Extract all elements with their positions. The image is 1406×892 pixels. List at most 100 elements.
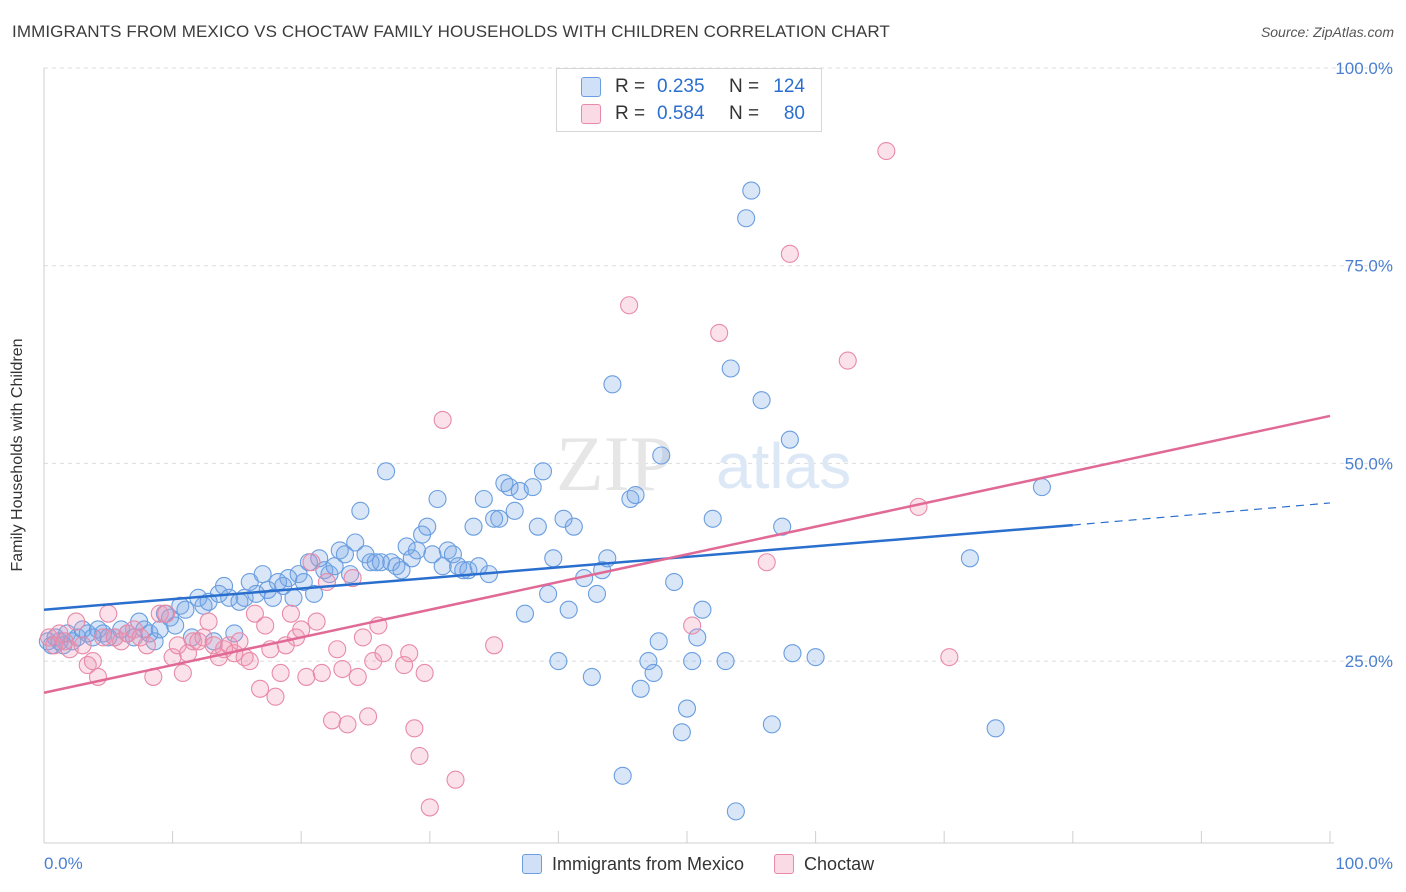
trend-line — [43, 523, 1073, 611]
data-point — [307, 612, 326, 631]
data-point — [806, 648, 825, 667]
data-point — [284, 588, 303, 607]
data-point — [400, 644, 419, 663]
data-point — [150, 604, 169, 623]
y-tick-labels: 25.0% 50.0% 75.0% 100.0% — [1335, 59, 1393, 671]
data-point — [366, 553, 385, 572]
legend-swatch-blue — [581, 77, 601, 97]
data-point — [783, 644, 802, 663]
data-point — [271, 663, 290, 683]
data-point — [204, 636, 223, 655]
x-tick-label-right: 100.0% — [1335, 854, 1393, 873]
data-point — [485, 636, 504, 655]
data-point — [137, 636, 156, 655]
data-point — [245, 604, 264, 623]
data-point — [428, 489, 447, 509]
data-point — [397, 537, 416, 556]
data-point — [603, 375, 622, 394]
watermark: ZIP atlas — [556, 420, 851, 507]
data-point — [683, 616, 702, 635]
data-point — [726, 802, 745, 821]
data-point — [328, 640, 347, 659]
legend-label: Choctaw — [804, 853, 875, 874]
data-point — [346, 533, 365, 552]
series-legend: Immigrants from Mexico Choctaw — [522, 850, 874, 878]
y-tick-label: 50.0% — [1345, 454, 1393, 473]
data-point — [877, 141, 896, 161]
data-point — [762, 715, 781, 734]
data-point — [703, 509, 722, 528]
data-point — [297, 667, 316, 686]
watermark-zip: ZIP — [556, 420, 673, 507]
data-point — [73, 636, 92, 655]
data-point — [83, 652, 102, 671]
y-tick-label: 75.0% — [1345, 257, 1393, 276]
legend-n-value: 80 — [783, 103, 805, 124]
data-point — [564, 517, 583, 536]
x-ticks — [43, 831, 1331, 843]
legend-swatch-pink — [581, 104, 601, 124]
data-point — [173, 663, 192, 683]
data-point — [266, 687, 285, 706]
data-point — [838, 351, 857, 370]
data-point — [559, 600, 578, 619]
data-point — [353, 628, 372, 647]
data-point — [693, 600, 712, 619]
axes — [43, 68, 1334, 844]
data-point — [294, 572, 313, 592]
x-tick-label-left: 0.0% — [44, 854, 83, 873]
data-point — [474, 489, 493, 509]
data-point — [281, 604, 300, 623]
data-point — [67, 612, 86, 631]
series-choctaw — [40, 141, 959, 817]
data-point — [721, 359, 740, 378]
legend-row-pink: R = 0.584 N = 80 — [581, 102, 805, 126]
data-point — [302, 553, 321, 572]
data-point — [773, 517, 792, 536]
data-point — [523, 478, 542, 497]
legend-n-value: 124 — [773, 76, 805, 97]
legend-n-key: N = — [729, 103, 760, 124]
data-point — [620, 296, 639, 315]
data-point — [539, 584, 558, 603]
data-point — [960, 549, 979, 568]
data-point — [644, 663, 663, 683]
data-point — [359, 707, 378, 726]
data-point — [361, 553, 380, 572]
data-point — [549, 652, 568, 671]
legend-swatch-pink — [774, 854, 795, 874]
data-point — [343, 569, 362, 588]
data-point — [742, 181, 761, 200]
data-point — [752, 391, 771, 410]
data-point — [407, 541, 426, 560]
data-point — [533, 462, 553, 481]
data-point — [780, 430, 799, 449]
data-point — [677, 699, 697, 718]
data-point — [405, 719, 424, 738]
data-point — [374, 644, 393, 663]
chart-title: IMMIGRANTS FROM MEXICO VS CHOCTAW FAMILY… — [12, 22, 890, 41]
data-point — [485, 509, 504, 528]
data-point — [688, 628, 707, 647]
data-point — [683, 652, 702, 671]
correlation-legend: R = 0.235 N = 124 R = 0.584 N = 80 — [556, 68, 822, 132]
data-point — [505, 501, 524, 520]
data-point — [757, 553, 776, 572]
data-point — [392, 561, 411, 580]
trend-line-extension — [1072, 502, 1331, 526]
data-point — [351, 501, 370, 520]
data-point — [99, 604, 118, 623]
data-point — [253, 565, 272, 584]
legend-row-blue: R = 0.235 N = 124 — [581, 75, 805, 99]
data-point — [986, 719, 1005, 738]
data-point — [544, 549, 563, 568]
data-point — [256, 616, 275, 635]
data-point — [418, 517, 437, 536]
data-point — [649, 632, 668, 651]
data-point — [582, 667, 601, 686]
data-point — [305, 584, 324, 603]
data-point — [338, 715, 357, 734]
data-point — [665, 572, 684, 592]
data-point — [716, 652, 735, 671]
